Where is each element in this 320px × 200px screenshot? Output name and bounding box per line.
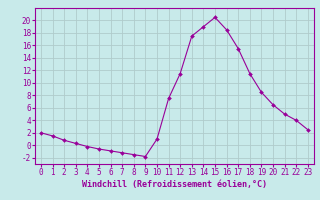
X-axis label: Windchill (Refroidissement éolien,°C): Windchill (Refroidissement éolien,°C)	[82, 180, 267, 189]
